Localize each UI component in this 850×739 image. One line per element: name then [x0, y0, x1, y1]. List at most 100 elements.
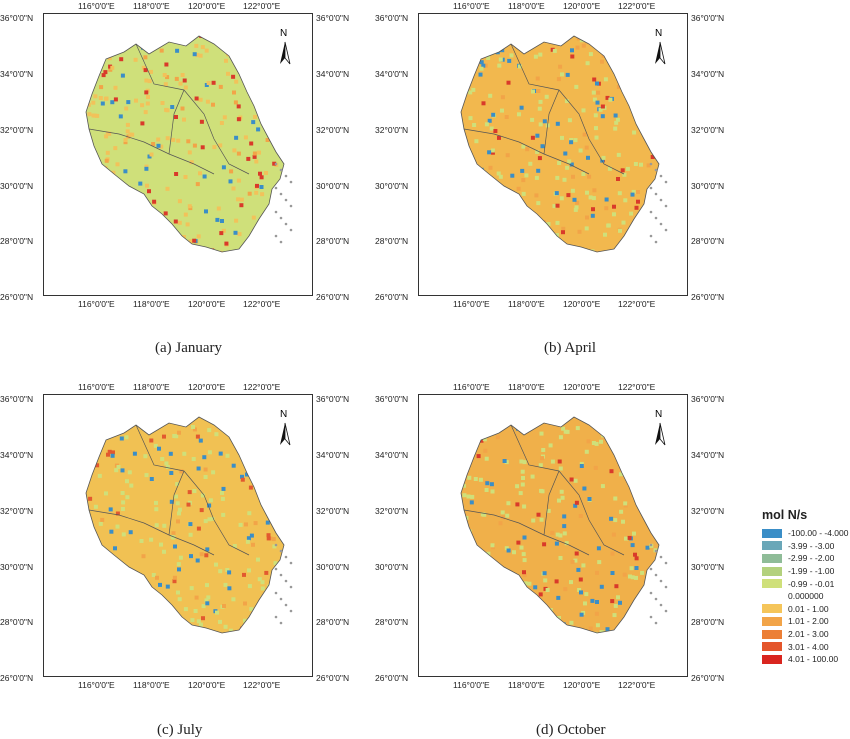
legend-label: 3.01 - 4.00 — [788, 641, 829, 652]
longitude-tick-label: 118°0'0"E — [133, 680, 170, 690]
latitude-tick-label: 36°0'0"N — [691, 394, 725, 404]
latitude-tick-label: 26°0'0"N — [0, 673, 34, 683]
island — [664, 228, 668, 232]
island — [274, 162, 278, 166]
latitude-tick-label: 36°0'0"N — [691, 13, 725, 23]
latitude-tick-label: 30°0'0"N — [316, 562, 350, 572]
island — [274, 615, 278, 619]
north-label: N — [280, 28, 288, 39]
latitude-tick-label: 26°0'0"N — [375, 673, 409, 683]
province-boundary — [510, 424, 625, 556]
latitude-tick-label: 28°0'0"N — [316, 617, 350, 627]
latitude-tick-label: 34°0'0"N — [316, 69, 350, 79]
legend-item: 3.01 - 4.00 — [762, 640, 850, 653]
island — [649, 591, 653, 595]
region-fill — [461, 417, 659, 633]
north-arrow-icon: N — [276, 28, 296, 68]
island — [279, 216, 283, 220]
province-boundary — [88, 509, 215, 556]
province-boundary — [510, 43, 625, 175]
latitude-tick-label: 30°0'0"N — [375, 181, 409, 191]
longitude-tick-label: 122°0'0"E — [618, 382, 656, 392]
longitude-tick-label: 122°0'0"E — [618, 299, 656, 309]
longitude-tick-label: 116°0'0"E — [78, 382, 115, 392]
legend-label: 0.01 - 1.00 — [788, 603, 829, 614]
island — [284, 603, 288, 607]
legend-item: -1.99 - -1.00 — [762, 565, 850, 578]
legend-item: 0.01 - 1.00 — [762, 603, 850, 616]
island — [274, 543, 278, 547]
latitude-tick-label: 28°0'0"N — [375, 617, 409, 627]
panel-caption: (d) October — [536, 722, 606, 738]
island — [289, 609, 293, 613]
island — [649, 162, 653, 166]
latitude-tick-label: 30°0'0"N — [0, 562, 34, 572]
island — [649, 567, 653, 571]
latitude-tick-label: 26°0'0"N — [375, 292, 409, 302]
island — [664, 585, 668, 589]
latitude-tick-label: 30°0'0"N — [0, 181, 34, 191]
latitude-tick-label: 36°0'0"N — [375, 394, 409, 404]
longitude-tick-label: 116°0'0"E — [453, 680, 490, 690]
legend-item: 1.01 - 2.00 — [762, 615, 850, 628]
latitude-tick-label: 34°0'0"N — [691, 69, 725, 79]
legend: mol N/s -100.00 - -4.000 -3.99 - -3.00 -2.… — [762, 508, 850, 666]
island — [664, 561, 668, 565]
latitude-tick-label: 34°0'0"N — [0, 69, 34, 79]
longitude-tick-label: 118°0'0"E — [133, 299, 170, 309]
longitude-tick-label: 120°0'0"E — [188, 680, 226, 690]
latitude-tick-label: 28°0'0"N — [691, 236, 725, 246]
latitude-tick-label: 26°0'0"N — [316, 292, 350, 302]
longitude-tick-label: 120°0'0"E — [188, 1, 226, 11]
latitude-tick-label: 34°0'0"N — [691, 450, 725, 460]
latitude-tick-label: 28°0'0"N — [0, 617, 34, 627]
island — [654, 597, 658, 601]
longitude-tick-label: 120°0'0"E — [563, 1, 601, 11]
province-boundary — [168, 89, 185, 155]
latitude-tick-label: 32°0'0"N — [691, 125, 725, 135]
north-arrow-icon: N — [651, 28, 671, 68]
longitude-tick-label: 120°0'0"E — [563, 382, 601, 392]
north-arrow-icon: N — [276, 409, 296, 449]
island — [654, 192, 658, 196]
latitude-tick-label: 30°0'0"N — [691, 562, 725, 572]
island — [284, 579, 288, 583]
longitude-tick-label: 122°0'0"E — [243, 1, 281, 11]
longitude-tick-label: 116°0'0"E — [78, 680, 115, 690]
island — [654, 549, 658, 553]
latitude-tick-label: 36°0'0"N — [0, 13, 34, 23]
latitude-tick-label: 28°0'0"N — [691, 617, 725, 627]
longitude-tick-label: 120°0'0"E — [563, 680, 601, 690]
island — [654, 168, 658, 172]
longitude-tick-label: 120°0'0"E — [188, 299, 226, 309]
legend-item: -0.99 - -0.01 — [762, 577, 850, 590]
island — [664, 204, 668, 208]
longitude-tick-label: 122°0'0"E — [243, 299, 281, 309]
legend-swatch — [762, 553, 782, 563]
island — [284, 222, 288, 226]
island — [274, 567, 278, 571]
legend-label: 2.01 - 3.00 — [788, 629, 829, 640]
legend-swatch — [762, 541, 782, 551]
longitude-tick-label: 122°0'0"E — [243, 382, 281, 392]
island — [279, 573, 283, 577]
legend-label: -3.99 - -3.00 — [788, 540, 835, 551]
island — [654, 216, 658, 220]
island — [659, 603, 663, 607]
island — [289, 585, 293, 589]
island — [664, 609, 668, 613]
longitude-tick-label: 116°0'0"E — [78, 1, 115, 11]
region-fill — [86, 36, 284, 252]
legend-label: -100.00 - -4.000 — [788, 528, 849, 539]
province-boundary — [463, 128, 590, 175]
latitude-tick-label: 36°0'0"N — [375, 13, 409, 23]
map-canvas — [85, 35, 293, 253]
island — [654, 621, 658, 625]
longitude-tick-label: 116°0'0"E — [453, 299, 490, 309]
island — [274, 186, 278, 190]
longitude-tick-label: 120°0'0"E — [188, 382, 226, 392]
legend-swatch — [762, 591, 782, 601]
province-boundary — [88, 128, 215, 175]
legend-swatch — [762, 654, 782, 664]
region-boundary — [85, 35, 285, 253]
